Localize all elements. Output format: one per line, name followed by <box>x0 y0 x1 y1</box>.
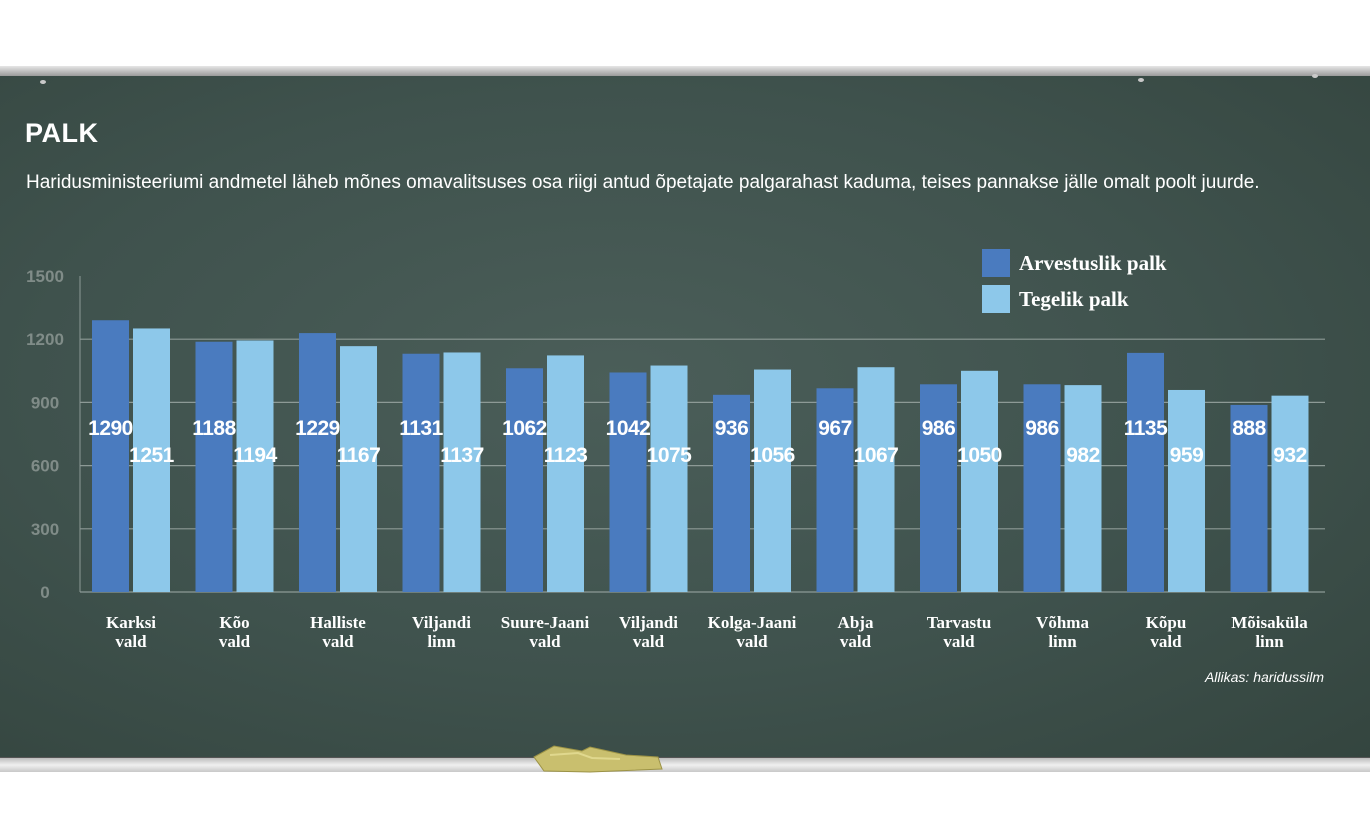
bar-arvestuslik <box>195 341 233 592</box>
legend-swatch-dark <box>982 249 1010 277</box>
value-label-tegelik: 1050 <box>957 444 1002 467</box>
value-label-tegelik: 1167 <box>337 444 381 467</box>
value-label-tegelik: 1251 <box>129 444 175 467</box>
bar-tegelik <box>961 370 998 592</box>
value-label-tegelik: 1075 <box>647 444 693 467</box>
blackboard-frame-bottom <box>0 757 1370 772</box>
bar-tegelik <box>1064 385 1102 592</box>
chalk-piece-icon <box>533 745 663 773</box>
value-label-arvestuslik: 986 <box>922 417 956 440</box>
category-label: linn <box>427 632 456 651</box>
bar-tegelik <box>1168 389 1205 592</box>
bar-arvestuslik <box>713 394 750 592</box>
frame-screw <box>1312 74 1318 78</box>
category-label: Viljandi <box>619 613 678 632</box>
category-label: Abja <box>838 613 874 632</box>
bar-tegelik <box>650 365 688 592</box>
category-label: vald <box>322 632 354 651</box>
category-label: vald <box>736 632 768 651</box>
category-label: Mõisaküla <box>1231 613 1308 632</box>
bar-arvestuslik <box>402 353 440 592</box>
value-label-arvestuslik: 1229 <box>295 417 340 440</box>
bar-arvestuslik <box>920 384 957 592</box>
value-label-tegelik: 1056 <box>750 444 795 467</box>
value-label-arvestuslik: 1290 <box>88 417 133 440</box>
value-label-tegelik: 1123 <box>544 444 588 467</box>
gridlines: 0 300 600 900 1200 1500 <box>26 267 1325 602</box>
category-label: Kõo <box>219 613 249 632</box>
value-label-tegelik: 982 <box>1066 444 1100 467</box>
value-label-tegelik: 932 <box>1273 444 1307 467</box>
category-label: Võhma <box>1036 613 1089 632</box>
page-subtitle: Haridusministeeriumi andmetel läheb mõne… <box>26 172 1260 193</box>
legend-item-tegelik: Tegelik palk <box>982 284 1129 314</box>
value-label-arvestuslik: 967 <box>818 417 852 440</box>
value-labels: 1290 1251 1188 1194 1229 1167 1131 1137 1062 1123… <box>88 417 1307 467</box>
category-label: Halliste <box>310 613 366 632</box>
bar-arvestuslik <box>609 372 647 592</box>
category-label: Kõpu <box>1146 613 1187 632</box>
value-label-arvestuslik: 986 <box>1025 417 1059 440</box>
category-label: linn <box>1048 632 1077 651</box>
category-label: vald <box>115 632 147 651</box>
bar-arvestuslik <box>816 388 854 592</box>
bar-arvestuslik <box>506 368 543 592</box>
legend-label: Tegelik palk <box>1019 286 1129 311</box>
source-note: Allikas: haridussilm <box>1204 669 1324 685</box>
bar-tegelik <box>443 352 481 592</box>
bar-arvestuslik <box>1023 384 1061 592</box>
bar-tegelik <box>133 328 170 592</box>
value-label-arvestuslik: 1188 <box>192 417 236 440</box>
category-label: vald <box>943 632 975 651</box>
category-label: linn <box>1255 632 1284 651</box>
bar-tegelik <box>547 355 584 592</box>
value-label-arvestuslik: 1135 <box>1124 417 1168 440</box>
category-label: Karksi <box>106 613 156 632</box>
bar-tegelik <box>754 369 791 592</box>
value-label-arvestuslik: 1042 <box>606 417 651 440</box>
y-tick-label: 600 <box>31 457 59 476</box>
category-label: vald <box>840 632 872 651</box>
value-label-tegelik: 1067 <box>854 444 899 467</box>
value-label-tegelik: 1194 <box>233 444 277 467</box>
frame-screw <box>40 80 46 84</box>
y-tick-label: 0 <box>40 583 49 602</box>
y-tick-label: 1500 <box>26 267 64 286</box>
bars <box>92 320 1309 592</box>
frame-screw <box>1138 78 1144 82</box>
category-label: vald <box>633 632 665 651</box>
value-label-arvestuslik: 1131 <box>399 417 443 440</box>
value-label-arvestuslik: 888 <box>1232 417 1266 440</box>
value-label-tegelik: 959 <box>1170 444 1204 467</box>
bar-tegelik <box>857 367 895 592</box>
category-label: Kolga-Jaani <box>708 613 797 632</box>
value-label-tegelik: 1137 <box>440 444 484 467</box>
bar-arvestuslik <box>299 333 336 592</box>
bar-tegelik <box>340 346 377 592</box>
category-label: vald <box>219 632 251 651</box>
category-label: Suure-Jaani <box>501 613 590 632</box>
category-label: vald <box>529 632 561 651</box>
legend-swatch-light <box>982 285 1010 313</box>
category-label: Viljandi <box>412 613 471 632</box>
bar-arvestuslik <box>1127 352 1164 592</box>
category-label: Tarvastu <box>927 613 992 632</box>
bar-arvestuslik <box>1230 404 1268 592</box>
page-title: PALK <box>25 118 99 148</box>
category-label: vald <box>1150 632 1182 651</box>
legend-item-arvestuslik: Arvestuslik palk <box>982 248 1167 278</box>
bar-tegelik <box>236 340 274 592</box>
bar-tegelik <box>1271 395 1309 592</box>
y-tick-label: 300 <box>31 520 59 539</box>
y-tick-label: 900 <box>31 393 59 412</box>
category-labels: KarksivaldKõovaldHallistevaldViljandilin… <box>106 613 1308 651</box>
value-label-arvestuslik: 1062 <box>502 417 547 440</box>
bar-arvestuslik <box>92 320 129 592</box>
value-label-arvestuslik: 936 <box>715 417 749 440</box>
legend-label: Arvestuslik palk <box>1019 250 1167 275</box>
y-tick-label: 1200 <box>26 330 64 349</box>
